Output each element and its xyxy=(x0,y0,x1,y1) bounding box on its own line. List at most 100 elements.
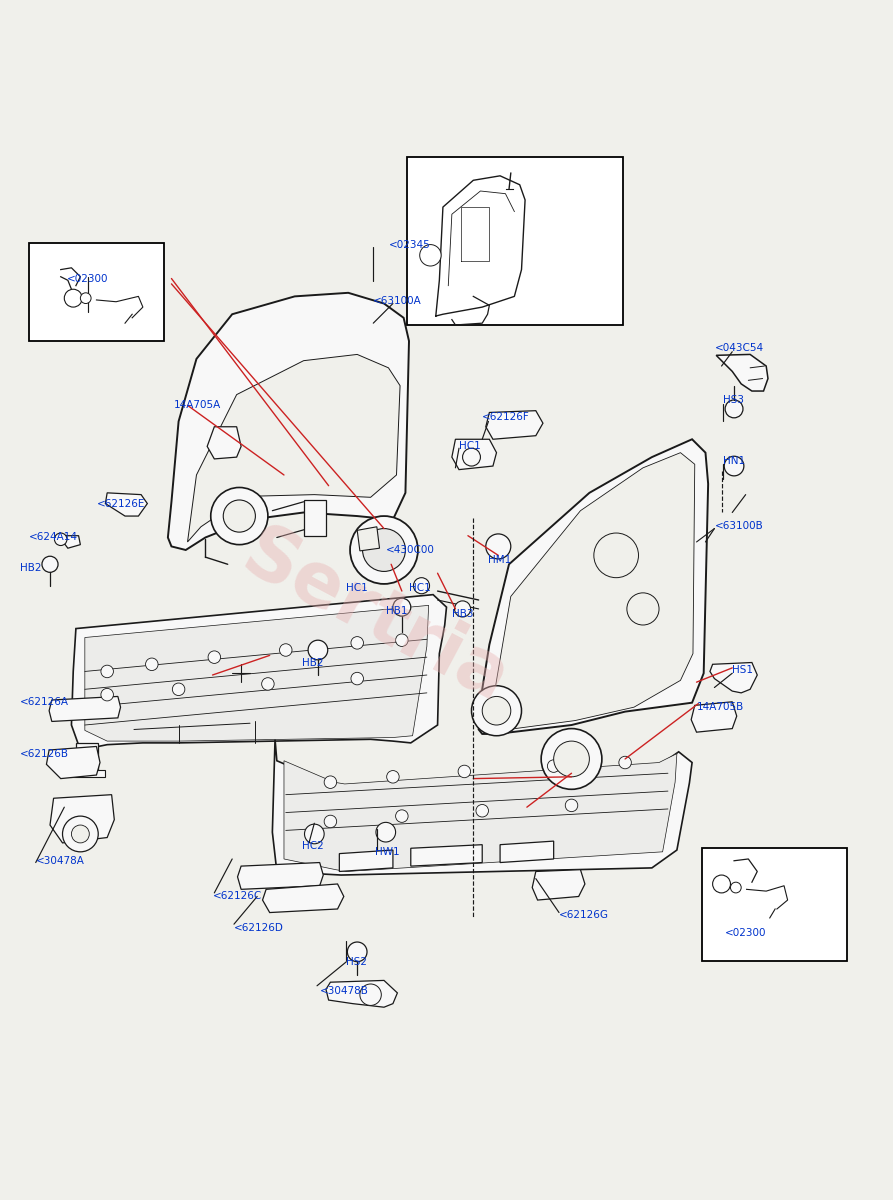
Polygon shape xyxy=(486,410,543,439)
Text: <62126B: <62126B xyxy=(20,749,69,758)
Circle shape xyxy=(101,689,113,701)
Circle shape xyxy=(713,875,730,893)
Circle shape xyxy=(554,742,589,776)
Circle shape xyxy=(725,400,743,418)
Circle shape xyxy=(393,599,411,616)
Polygon shape xyxy=(716,354,768,391)
Circle shape xyxy=(146,658,158,671)
Polygon shape xyxy=(339,850,393,871)
Polygon shape xyxy=(76,743,98,769)
Circle shape xyxy=(420,245,441,266)
Text: <63100B: <63100B xyxy=(714,521,764,530)
Circle shape xyxy=(547,760,560,773)
Text: <30478A: <30478A xyxy=(36,856,85,865)
Polygon shape xyxy=(63,535,80,548)
Polygon shape xyxy=(263,884,344,912)
Text: HB2: HB2 xyxy=(302,658,323,667)
Polygon shape xyxy=(489,452,695,731)
Circle shape xyxy=(463,448,480,466)
Circle shape xyxy=(101,665,113,678)
Polygon shape xyxy=(46,746,100,779)
Circle shape xyxy=(280,643,292,656)
Circle shape xyxy=(730,882,741,893)
Polygon shape xyxy=(500,841,554,863)
Circle shape xyxy=(724,456,744,476)
Circle shape xyxy=(262,678,274,690)
Circle shape xyxy=(594,533,638,577)
Polygon shape xyxy=(71,595,446,750)
Text: 14A705B: 14A705B xyxy=(697,702,744,712)
Circle shape xyxy=(351,637,363,649)
Polygon shape xyxy=(691,702,737,732)
Polygon shape xyxy=(284,754,677,871)
Circle shape xyxy=(627,593,659,625)
Text: <30478B: <30478B xyxy=(320,986,369,996)
Text: <02300: <02300 xyxy=(67,274,108,283)
Text: HC1: HC1 xyxy=(459,442,480,451)
Circle shape xyxy=(458,766,471,778)
Circle shape xyxy=(54,533,67,546)
Bar xyxy=(702,848,847,961)
Circle shape xyxy=(208,650,221,664)
Text: Sertria: Sertria xyxy=(230,517,521,719)
Text: HC2: HC2 xyxy=(302,841,323,852)
Circle shape xyxy=(472,685,522,736)
Polygon shape xyxy=(49,696,121,721)
Polygon shape xyxy=(272,739,692,875)
Polygon shape xyxy=(188,354,400,542)
Circle shape xyxy=(350,516,418,584)
Polygon shape xyxy=(50,794,114,842)
Text: <62126G: <62126G xyxy=(559,911,609,920)
Circle shape xyxy=(619,756,631,769)
Text: HC1: HC1 xyxy=(409,583,430,593)
Polygon shape xyxy=(70,769,105,776)
Polygon shape xyxy=(357,527,380,551)
Circle shape xyxy=(541,728,602,790)
Polygon shape xyxy=(207,427,241,458)
Text: <62126A: <62126A xyxy=(20,697,69,707)
Bar xyxy=(29,242,164,341)
Circle shape xyxy=(324,776,337,788)
Polygon shape xyxy=(452,439,497,469)
Text: HW1: HW1 xyxy=(375,847,400,857)
Bar xyxy=(407,157,623,325)
Circle shape xyxy=(42,557,58,572)
Circle shape xyxy=(305,824,324,844)
Circle shape xyxy=(486,534,511,559)
Polygon shape xyxy=(85,605,429,742)
Polygon shape xyxy=(168,293,409,550)
Text: 14A705A: 14A705A xyxy=(174,401,221,410)
Circle shape xyxy=(396,634,408,647)
Circle shape xyxy=(413,577,430,594)
Text: <62126C: <62126C xyxy=(213,892,262,901)
Circle shape xyxy=(363,528,405,571)
Circle shape xyxy=(476,804,488,817)
Circle shape xyxy=(351,672,363,685)
Circle shape xyxy=(223,500,255,532)
Text: <62126D: <62126D xyxy=(234,923,284,932)
Text: <62126E: <62126E xyxy=(96,499,145,510)
Circle shape xyxy=(324,815,337,828)
Circle shape xyxy=(172,683,185,696)
Text: <624A14: <624A14 xyxy=(29,533,78,542)
Polygon shape xyxy=(326,980,397,1007)
Text: HN1: HN1 xyxy=(723,456,746,466)
Circle shape xyxy=(360,984,381,1006)
Text: <02300: <02300 xyxy=(725,928,766,938)
Circle shape xyxy=(376,822,396,842)
Text: <62126F: <62126F xyxy=(482,412,530,422)
Polygon shape xyxy=(411,845,482,866)
Circle shape xyxy=(80,293,91,304)
Text: HS1: HS1 xyxy=(732,665,754,674)
Text: HS3: HS3 xyxy=(723,395,745,404)
Circle shape xyxy=(64,289,82,307)
Circle shape xyxy=(387,770,399,784)
Text: HS2: HS2 xyxy=(346,956,368,967)
Text: <02345: <02345 xyxy=(389,240,431,250)
Polygon shape xyxy=(238,863,323,889)
Text: <043C54: <043C54 xyxy=(714,343,764,353)
FancyBboxPatch shape xyxy=(304,500,326,535)
Polygon shape xyxy=(479,439,708,734)
Circle shape xyxy=(308,640,328,660)
Polygon shape xyxy=(532,870,585,900)
